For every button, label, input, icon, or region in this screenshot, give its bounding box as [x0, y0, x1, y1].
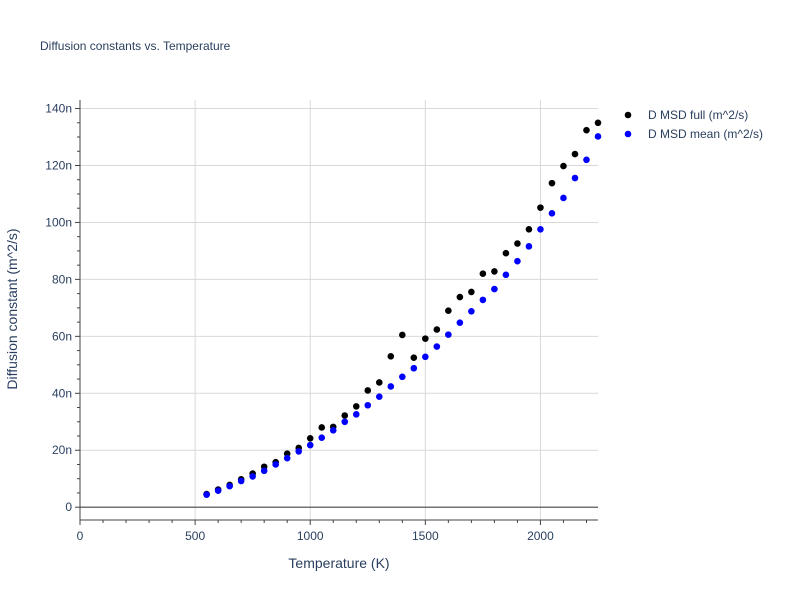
data-point-series-2 — [422, 353, 429, 361]
y-tick-label: 0 — [65, 500, 72, 514]
y-tick-label: 120n — [45, 158, 72, 172]
legend-label: D MSD mean (m^2/s) — [648, 127, 763, 141]
legend-item-2[interactable]: D MSD mean (m^2/s) — [624, 127, 763, 141]
data-point-series-1 — [375, 379, 383, 386]
data-point-series-2 — [237, 477, 245, 485]
data-point-series-1 — [560, 162, 567, 170]
data-point-series-1 — [352, 403, 360, 410]
x-tick-label: 500 — [185, 529, 205, 543]
legend[interactable]: D MSD full (m^2/s) D MSD mean (m^2/s) — [624, 108, 763, 141]
data-point-series-2 — [410, 364, 418, 372]
y-tick-label: 140n — [45, 102, 72, 116]
grid — [80, 100, 598, 520]
data-point-series-1 — [410, 354, 418, 361]
data-point-series-2 — [502, 271, 510, 279]
data-point-series-2 — [468, 307, 475, 315]
data-point-series-2 — [306, 441, 314, 449]
x-tick-label: 0 — [77, 529, 84, 543]
chart-title: Diffusion constants vs. Temperature — [40, 39, 231, 53]
data-point-series-1 — [468, 288, 475, 296]
data-point-series-1 — [283, 450, 291, 457]
data-point-series-2 — [318, 434, 326, 442]
data-point-series-2 — [537, 225, 544, 233]
data-point-series-2 — [352, 411, 360, 418]
data-point-series-2 — [491, 285, 498, 293]
x-tick-label: 1000 — [297, 529, 324, 543]
data-point-series-2 — [249, 473, 256, 480]
data-point-series-1 — [364, 387, 372, 394]
data-point-series-2 — [594, 133, 602, 140]
data-point-series-2 — [295, 448, 303, 455]
y-tick-label: 60n — [52, 329, 72, 343]
data-point-series-2 — [214, 487, 222, 494]
legend-item-1[interactable]: D MSD full (m^2/s) — [624, 108, 749, 122]
data-point-series-2 — [433, 343, 441, 350]
data-point-series-2 — [571, 174, 579, 182]
data-points — [203, 119, 602, 498]
x-axis-title: Temperature (K) — [288, 555, 389, 571]
data-point-series-2 — [514, 257, 521, 265]
data-point-series-1 — [306, 434, 314, 442]
data-point-series-1 — [594, 119, 602, 127]
axes: 0 500 1000 1500 2000 0 20n 40n 60n 80n 100n 120n 140… — [45, 100, 598, 543]
data-point-series-1 — [502, 249, 510, 257]
y-tick-label: 40n — [52, 386, 72, 400]
data-point-series-2 — [364, 401, 372, 409]
data-point-series-2 — [399, 373, 406, 381]
data-point-series-2 — [387, 383, 395, 390]
data-point-series-2 — [445, 331, 452, 338]
x-tick-label: 2000 — [527, 529, 554, 543]
x-tick-label: 1500 — [412, 529, 439, 543]
data-point-series-1 — [571, 150, 579, 158]
legend-label: D MSD full (m^2/s) — [648, 108, 748, 122]
data-point-series-1 — [399, 331, 406, 339]
data-point-series-1 — [537, 204, 544, 211]
legend-marker — [624, 111, 632, 119]
data-point-series-2 — [272, 461, 279, 468]
data-point-series-2 — [525, 243, 533, 250]
data-point-series-2 — [203, 491, 210, 498]
data-point-series-2 — [226, 482, 233, 490]
data-point-series-1 — [514, 240, 521, 247]
y-tick-label: 80n — [52, 272, 72, 286]
data-point-series-1 — [479, 270, 487, 277]
data-point-series-1 — [456, 293, 464, 301]
data-point-series-2 — [283, 454, 291, 462]
data-point-series-2 — [560, 194, 567, 202]
data-point-series-1 — [548, 179, 556, 187]
data-point-series-2 — [375, 393, 383, 401]
legend-marker — [624, 130, 632, 138]
data-point-series-1 — [318, 424, 326, 431]
y-tick-label: 100n — [45, 215, 72, 229]
data-point-series-1 — [341, 412, 349, 419]
data-point-series-2 — [583, 156, 590, 164]
data-point-series-2 — [341, 418, 349, 426]
y-axis-title: Diffusion constant (m^2/s) — [4, 228, 20, 389]
data-point-series-2 — [260, 467, 268, 475]
y-tick-label: 20n — [52, 443, 72, 457]
data-point-series-1 — [433, 326, 441, 333]
data-point-series-2 — [329, 427, 337, 434]
data-point-series-1 — [387, 352, 395, 360]
data-point-series-2 — [479, 296, 487, 304]
data-point-series-1 — [491, 268, 498, 275]
data-point-series-2 — [456, 319, 464, 326]
data-point-series-1 — [422, 335, 429, 342]
data-point-series-1 — [445, 307, 452, 315]
data-point-series-1 — [583, 126, 590, 134]
data-point-series-1 — [525, 225, 533, 233]
data-point-series-2 — [548, 210, 556, 217]
